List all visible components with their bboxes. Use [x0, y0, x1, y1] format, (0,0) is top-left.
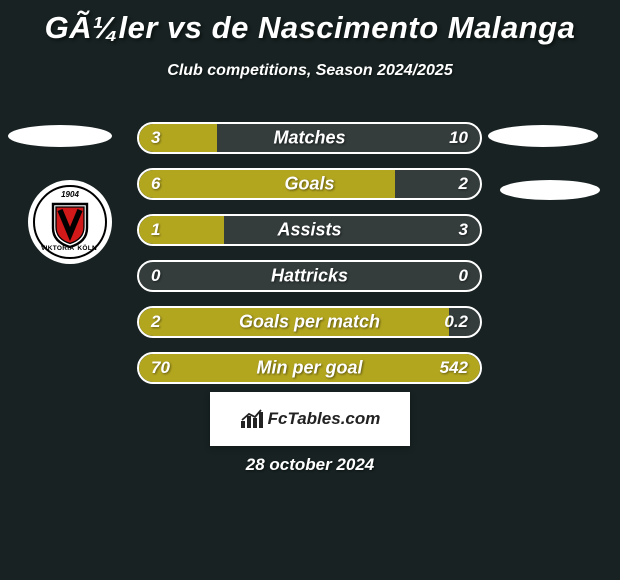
stat-bar-row: 1Assists3 — [137, 214, 482, 246]
stat-right-value: 0 — [459, 266, 468, 286]
stat-bar-fill — [139, 354, 480, 382]
comparison-bars: 3Matches10 6Goals2 1Assists3 0Hattricks0 2Go… — [137, 122, 482, 398]
stat-bar-fill — [139, 124, 217, 152]
footer-brand: FcTables.com — [240, 408, 381, 430]
stat-right-value: 10 — [449, 128, 468, 148]
stat-right-value: 2 — [459, 174, 468, 194]
footer-brand-text: FcTables.com — [268, 409, 381, 429]
club-badge-inner: 1904 VIKTORIA KÖLN — [33, 185, 107, 259]
decorative-oval — [488, 125, 598, 147]
club-badge-text-right: KÖLN — [77, 245, 97, 252]
club-badge: 1904 VIKTORIA KÖLN — [28, 180, 112, 264]
bars-chart-icon — [240, 408, 266, 430]
stat-bar-row: 2Goals per match0.2 — [137, 306, 482, 338]
stat-bar-row: 6Goals2 — [137, 168, 482, 200]
club-badge-text-left: VIKTORIA — [41, 245, 74, 252]
stat-bar-fill — [139, 308, 449, 336]
footer-brand-box: FcTables.com — [210, 392, 410, 446]
page-title: GÃ¼ler vs de Nascimento Malanga — [0, 0, 620, 46]
stat-left-value: 0 — [151, 266, 160, 286]
stat-bar-row: 0Hattricks0 — [137, 260, 482, 292]
club-badge-year: 1904 — [61, 190, 79, 199]
stat-right-value: 3 — [459, 220, 468, 240]
stat-bar-fill — [139, 170, 395, 198]
stat-bar-fill — [139, 216, 224, 244]
decorative-oval — [8, 125, 112, 147]
shield-icon — [49, 200, 91, 248]
stat-bar-row: 70Min per goal542 — [137, 352, 482, 384]
stat-bar-row: 3Matches10 — [137, 122, 482, 154]
stat-bar-label: Hattricks — [139, 266, 480, 287]
decorative-oval — [500, 180, 600, 200]
date-line: 28 october 2024 — [0, 455, 620, 475]
subtitle: Club competitions, Season 2024/2025 — [0, 62, 620, 80]
